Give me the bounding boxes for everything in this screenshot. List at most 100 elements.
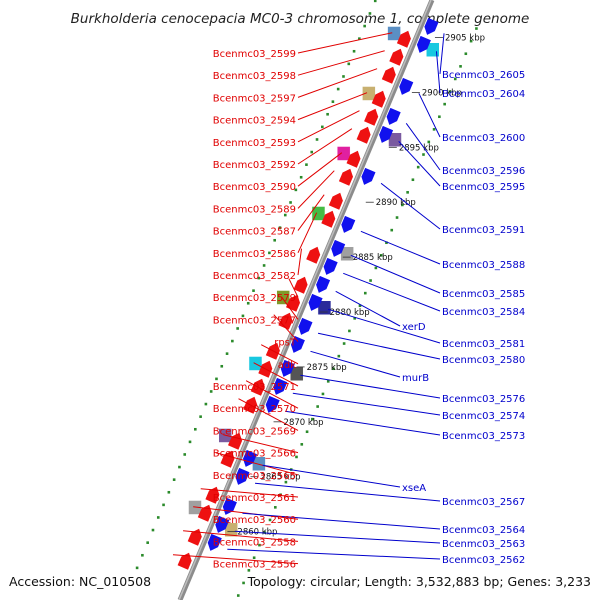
- right-leader-line: [439, 33, 445, 75]
- right-leader-line: [380, 182, 441, 230]
- tick-dot: [305, 163, 308, 166]
- left-gene-label: Bcenmc03_2593: [213, 138, 296, 149]
- genome-summary-text: Topology: circular; Length: 3,532,883 bp…: [247, 574, 591, 589]
- tick-dot: [321, 392, 325, 396]
- left-leader-line: [238, 398, 299, 431]
- right-gene-label: Bcenmc03_2567: [442, 497, 525, 508]
- tick-dot: [236, 594, 240, 597]
- reverse-gene-arrow: [215, 515, 230, 533]
- tick-dot: [432, 128, 436, 131]
- right-leader-line: [418, 93, 441, 138]
- forward-gene-arrow: [371, 90, 386, 108]
- reverse-gene-arrow: [416, 35, 431, 53]
- tick-dot: [347, 62, 351, 66]
- forward-gene-arrow: [356, 126, 371, 144]
- right-gene-label: Bcenmc03_2585: [442, 289, 525, 300]
- right-gene-label: Bcenmc03_2574: [442, 411, 525, 422]
- right-leader-line: [242, 512, 441, 530]
- tick-dot: [156, 516, 160, 519]
- left-gene-label: Bcenmc03_2561: [213, 493, 296, 504]
- left-leader-line: [253, 362, 299, 387]
- tick-dot: [321, 125, 324, 129]
- tick-dot: [342, 75, 345, 78]
- tick-label: 2885 kbp: [353, 253, 393, 263]
- right-leader-line: [285, 410, 441, 436]
- left-gene-label: Bcenmc03_2590: [213, 182, 296, 193]
- tick-dot: [199, 415, 202, 418]
- right-gene-label: Bcenmc03_2562: [442, 555, 525, 566]
- tick-dot: [305, 430, 309, 434]
- right-gene-label: Bcenmc03_2588: [442, 260, 525, 271]
- kbp-ticks: 2905 kbp 2900 kbp 2895 kbp 2890 kbp 2885 kbp…: [227, 34, 485, 538]
- right-leader-line: [262, 464, 401, 488]
- reverse-gene-arrow: [399, 77, 414, 95]
- left-gene-label: Bcenmc03_2560: [213, 515, 296, 526]
- tick-dot: [220, 364, 224, 368]
- tick-dot: [274, 506, 277, 509]
- right-leader-line: [254, 482, 441, 502]
- reverse-gene-arrow: [331, 239, 346, 257]
- right-gene-label: Bcenmc03_2563: [442, 539, 525, 550]
- right-gene-label: Bcenmc03_2581: [442, 339, 525, 350]
- tick-dot: [459, 65, 462, 68]
- left-gene-label: Bcenmc03_2571: [213, 382, 296, 393]
- left-leader-line: [297, 212, 318, 254]
- tick-dot: [146, 541, 149, 544]
- accession-text: Accession: NC_010508: [9, 574, 151, 589]
- tick-label: 2890 kbp: [376, 198, 416, 208]
- left-gene-label: Bcenmc03_2566: [213, 449, 296, 460]
- tick-dot: [368, 12, 372, 15]
- tick-dot: [443, 102, 446, 106]
- tick-dot: [241, 314, 245, 318]
- right-gene-label: Bcenmc03_2596: [442, 166, 525, 177]
- left-gene-label: Bcenmc03_2594: [213, 116, 296, 127]
- tick-dot: [231, 339, 234, 343]
- tick-dot: [411, 178, 415, 182]
- tick-dot: [289, 201, 292, 204]
- tick-dot: [268, 251, 271, 255]
- right-gene-label: Bcenmc03_2591: [442, 225, 525, 236]
- right-gene-label: xerD: [402, 322, 426, 333]
- right-gene-label: Bcenmc03_2580: [442, 355, 525, 366]
- left-leader-line: [297, 32, 393, 54]
- forward-gene-arrow: [328, 192, 343, 210]
- reverse-gene-arrow: [265, 395, 280, 413]
- tick-dot: [295, 455, 298, 459]
- tick-dot: [475, 27, 478, 30]
- tick-dot: [316, 405, 319, 408]
- tick-dot: [385, 241, 388, 245]
- reverse-gene-arrow: [361, 167, 376, 185]
- tick-dot: [188, 440, 192, 444]
- tick-dot: [332, 367, 335, 371]
- tick-dot: [453, 77, 457, 81]
- reverse-gene-arrow: [298, 317, 313, 335]
- tick-dot: [258, 543, 261, 547]
- left-gene-label: adk: [278, 360, 296, 371]
- tick-dot: [331, 100, 335, 103]
- right-gene-label: murB: [402, 373, 429, 384]
- right-leader-line: [310, 350, 401, 378]
- right-gene-label: Bcenmc03_2564: [442, 525, 525, 536]
- label-leader-lines: [172, 32, 445, 565]
- left-leader-line: [223, 434, 299, 454]
- left-gene-label: Bcenmc03_2582: [213, 271, 296, 282]
- right-leader-line: [300, 374, 441, 399]
- tick-dot: [167, 490, 171, 494]
- reverse-gene-arrow: [379, 125, 394, 143]
- left-gene-label: Bcenmc03_2579: [213, 293, 296, 304]
- tick-dot: [352, 49, 356, 53]
- left-gene-label: Bcenmc03_2569: [213, 426, 296, 437]
- tick-dot: [246, 301, 250, 305]
- right-leader-line: [234, 530, 441, 544]
- tick-dot: [299, 175, 303, 179]
- tick-dot: [401, 203, 404, 207]
- tick-dot: [427, 140, 431, 144]
- right-leader-line: [317, 332, 441, 360]
- tick-dot: [379, 254, 383, 257]
- left-gene-label: Bcenmc03_2598: [213, 71, 296, 82]
- tick-dot: [257, 276, 261, 280]
- reverse-gene-arrow: [207, 533, 222, 551]
- reverse-gene-arrow: [316, 275, 331, 293]
- right-leader-line: [405, 123, 441, 171]
- left-gene-label: Bcenmc03_2565: [213, 471, 296, 482]
